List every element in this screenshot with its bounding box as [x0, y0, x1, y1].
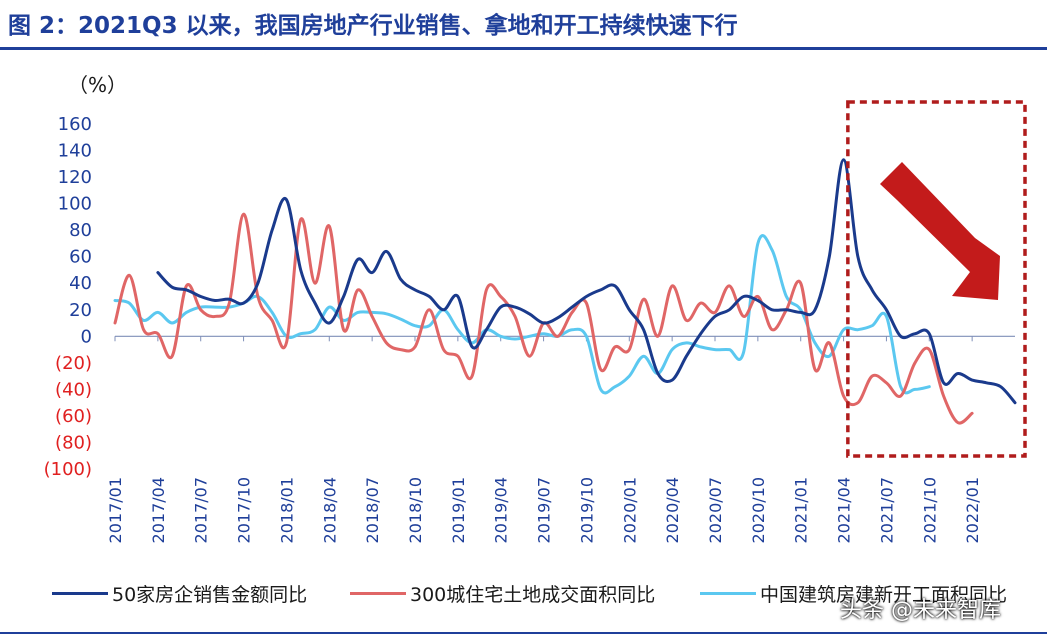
- y-tick-label: (80): [55, 432, 92, 453]
- x-tick-label: 2017/07: [192, 477, 211, 543]
- series-line-starts: [113, 234, 931, 395]
- x-tick-label: 2019/01: [449, 477, 468, 543]
- x-tick-label: 2020/04: [663, 477, 682, 543]
- x-tick-label: 2017/10: [235, 477, 254, 543]
- y-tick-label: 20: [69, 300, 92, 321]
- y-tick-label: 60: [69, 247, 92, 268]
- x-tick-label: 2018/07: [363, 477, 382, 543]
- downtrend-arrow: [880, 162, 1000, 300]
- x-tick-label: 2017/04: [149, 477, 168, 543]
- legend-label-starts: 中国建筑房建新开工面积同比: [760, 584, 1008, 606]
- series-line-land: [113, 212, 974, 425]
- title-underline: [0, 47, 1047, 50]
- line-chart: （%） 160 140 120 100 80 60 40 20 0 (20) (40) (60) (80)…: [44, 73, 1027, 543]
- legend-label-land: 300城住宅土地成交面积同比: [410, 584, 656, 606]
- y-tick-label: (100): [44, 459, 92, 480]
- x-tick-label: 2018/01: [277, 477, 296, 543]
- x-tick-label: 2021/04: [835, 477, 854, 543]
- x-tick-label: 2019/07: [535, 477, 554, 543]
- y-tick-label: 0: [81, 326, 92, 347]
- series-line-sales: [156, 158, 1017, 405]
- y-tick-label: 160: [58, 114, 92, 135]
- x-tick-label: 2022/01: [963, 477, 982, 543]
- x-tick-label: 2020/10: [749, 477, 768, 543]
- x-tick-label: 2018/04: [320, 477, 339, 543]
- legend-item-land: 300城住宅土地成交面积同比: [350, 580, 655, 607]
- y-axis-unit-label: （%）: [68, 73, 127, 97]
- legend-label-sales: 50家房企销售金额同比: [112, 584, 308, 606]
- x-tick-label: 2021/07: [877, 477, 896, 543]
- y-tick-label: 120: [58, 167, 92, 188]
- legend-swatch-sales: [52, 592, 108, 595]
- y-tick-label: (40): [55, 379, 92, 400]
- legend: 50家房企销售金额同比 300城住宅土地成交面积同比 中国建筑房建新开工面积同比: [0, 580, 1047, 610]
- y-tick-label: (20): [55, 353, 92, 374]
- x-tick-label: 2021/01: [792, 477, 811, 543]
- x-tick-label: 2020/01: [620, 477, 639, 543]
- x-tick-label: 2017/01: [106, 477, 125, 543]
- x-tick-label: 2019/10: [577, 477, 596, 543]
- y-tick-label: 140: [58, 141, 92, 162]
- x-tick-label: 2019/04: [492, 477, 511, 543]
- highlight-box: [846, 100, 1027, 458]
- x-tick-label: 2020/07: [706, 477, 725, 543]
- bottom-rule: [0, 632, 1047, 634]
- y-tick-label: 80: [69, 220, 92, 241]
- legend-swatch-starts: [700, 592, 756, 595]
- legend-item-sales: 50家房企销售金额同比: [52, 580, 307, 607]
- x-tick-label: 2021/10: [920, 477, 939, 543]
- y-tick-label: 40: [69, 273, 92, 294]
- y-tick-label: 100: [58, 194, 92, 215]
- legend-item-starts: 中国建筑房建新开工面积同比: [700, 580, 1007, 607]
- legend-swatch-land: [350, 592, 406, 595]
- y-tick-label: (60): [55, 406, 92, 427]
- chart-title: 图 2：2021Q3 以来，我国房地产行业销售、拿地和开工持续快速下行: [8, 13, 738, 39]
- watermark: 头条 @未来智库: [840, 598, 1001, 623]
- x-tick-label: 2018/10: [406, 477, 425, 543]
